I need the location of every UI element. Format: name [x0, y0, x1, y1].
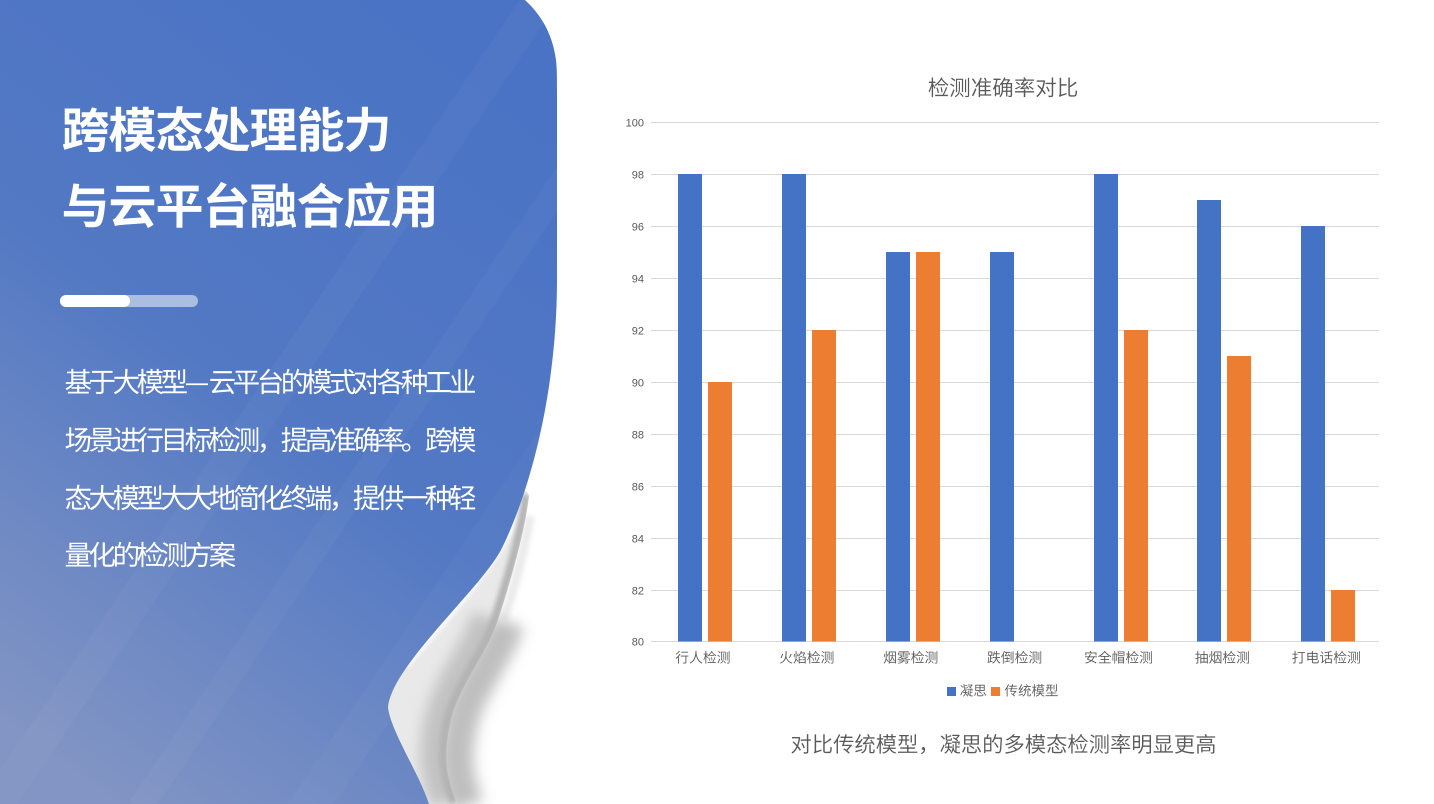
- svg-text:100: 100: [626, 118, 644, 130]
- svg-text:80: 80: [632, 637, 644, 649]
- svg-text:96: 96: [632, 222, 644, 234]
- svg-text:94: 94: [632, 274, 644, 286]
- svg-text:82: 82: [632, 586, 644, 598]
- svg-text:92: 92: [632, 326, 644, 338]
- svg-text:90: 90: [632, 378, 644, 390]
- svg-text:98: 98: [632, 170, 644, 182]
- svg-text:86: 86: [632, 482, 644, 494]
- svg-text:88: 88: [632, 430, 644, 442]
- svg-text:84: 84: [632, 534, 644, 546]
